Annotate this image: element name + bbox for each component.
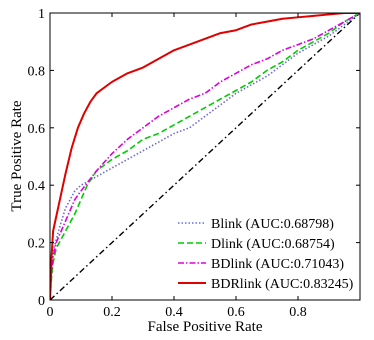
legend-label: Blink (AUC:0.68798) bbox=[211, 217, 334, 232]
reference-diagonal bbox=[50, 13, 360, 300]
x-tick-label: 0.2 bbox=[103, 305, 121, 320]
y-tick-label: 0.6 bbox=[28, 122, 46, 137]
legend-label: BDlink (AUC:0.71043) bbox=[211, 257, 344, 272]
y-tick-label: 0.8 bbox=[28, 64, 46, 79]
plot-frame bbox=[49, 12, 361, 301]
x-tick-label: 0.4 bbox=[165, 305, 183, 320]
y-tick-label: 1 bbox=[38, 7, 45, 22]
series-line-bdlink bbox=[50, 13, 360, 300]
legend: Blink (AUC:0.68798) Dlink (AUC:0.68754) BD… bbox=[178, 217, 354, 292]
y-axis-label: True Positive Rate bbox=[9, 100, 25, 211]
legend-label: Dlink (AUC:0.68754) bbox=[211, 237, 335, 252]
x-axis-label: False Positive Rate bbox=[148, 319, 263, 335]
series-line-bdrlink bbox=[50, 13, 360, 300]
x-tick-label: 0.8 bbox=[289, 305, 307, 320]
y-tick-label: 0.2 bbox=[28, 237, 46, 252]
y-tick-label: 0 bbox=[38, 294, 45, 309]
legend-label: BDRlink (AUC:0.83245) bbox=[211, 277, 354, 292]
x-tick-label: 0 bbox=[47, 305, 54, 320]
series-line-dlink bbox=[50, 13, 360, 300]
y-tick-label: 0.4 bbox=[28, 179, 46, 194]
x-tick-label: 0.6 bbox=[227, 305, 245, 320]
